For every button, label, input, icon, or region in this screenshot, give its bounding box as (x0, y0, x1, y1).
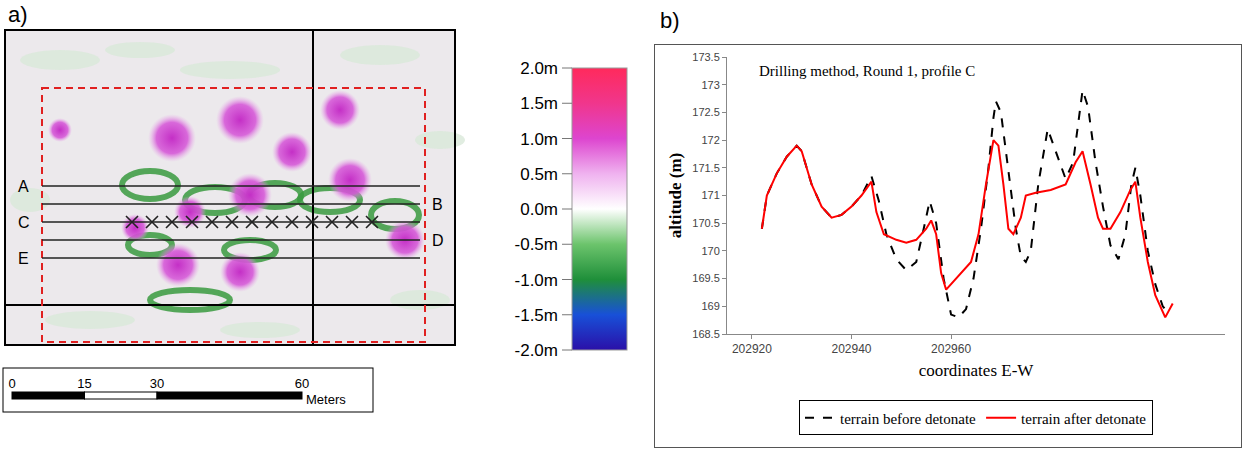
svg-text:-0.5m: -0.5m (515, 235, 558, 254)
svg-text:169: 169 (701, 300, 719, 312)
svg-text:-1.0m: -1.0m (515, 271, 558, 290)
svg-text:Drilling method, Round 1, prof: Drilling method, Round 1, profile C (759, 63, 975, 79)
svg-text:171.5: 171.5 (692, 162, 720, 174)
svg-text:168.5: 168.5 (692, 328, 720, 340)
svg-text:0: 0 (8, 376, 15, 391)
svg-text:terrain before detonate: terrain before detonate (840, 411, 976, 427)
svg-text:202940: 202940 (831, 342, 871, 356)
svg-text:169.5: 169.5 (692, 272, 720, 284)
svg-text:altitude (m): altitude (m) (666, 153, 685, 238)
html-text:b): b) (660, 8, 680, 33)
svg-text:B: B (432, 196, 443, 213)
svg-text:172: 172 (701, 134, 719, 146)
svg-text:173: 173 (701, 79, 719, 91)
svg-text:Meters: Meters (306, 392, 346, 407)
svg-text:C: C (18, 214, 30, 231)
svg-text:2.0m: 2.0m (520, 59, 558, 78)
svg-text:171: 171 (701, 189, 719, 201)
svg-text:terrain after detonate: terrain after detonate (1021, 411, 1146, 427)
svg-text:coordinates E-W: coordinates E-W (919, 361, 1035, 380)
svg-text:202920: 202920 (732, 342, 772, 356)
svg-text:60: 60 (295, 376, 309, 391)
html-text:a): a) (8, 2, 28, 27)
svg-text:173.5: 173.5 (692, 51, 720, 63)
svg-text:170.5: 170.5 (692, 217, 720, 229)
svg-text:0.5m: 0.5m (520, 165, 558, 184)
svg-text:-2.0m: -2.0m (515, 341, 558, 360)
svg-text:E: E (18, 250, 29, 267)
svg-text:-1.5m: -1.5m (515, 306, 558, 325)
svg-text:30: 30 (150, 376, 164, 391)
svg-text:1.5m: 1.5m (520, 94, 558, 113)
svg-text:1.0m: 1.0m (520, 130, 558, 149)
svg-text:172.5: 172.5 (692, 106, 720, 118)
svg-text:A: A (18, 178, 29, 195)
svg-text:202960: 202960 (931, 342, 971, 356)
svg-text:15: 15 (77, 376, 91, 391)
svg-text:170: 170 (701, 245, 719, 257)
svg-text:0.0m: 0.0m (520, 200, 558, 219)
svg-text:D: D (432, 232, 444, 249)
